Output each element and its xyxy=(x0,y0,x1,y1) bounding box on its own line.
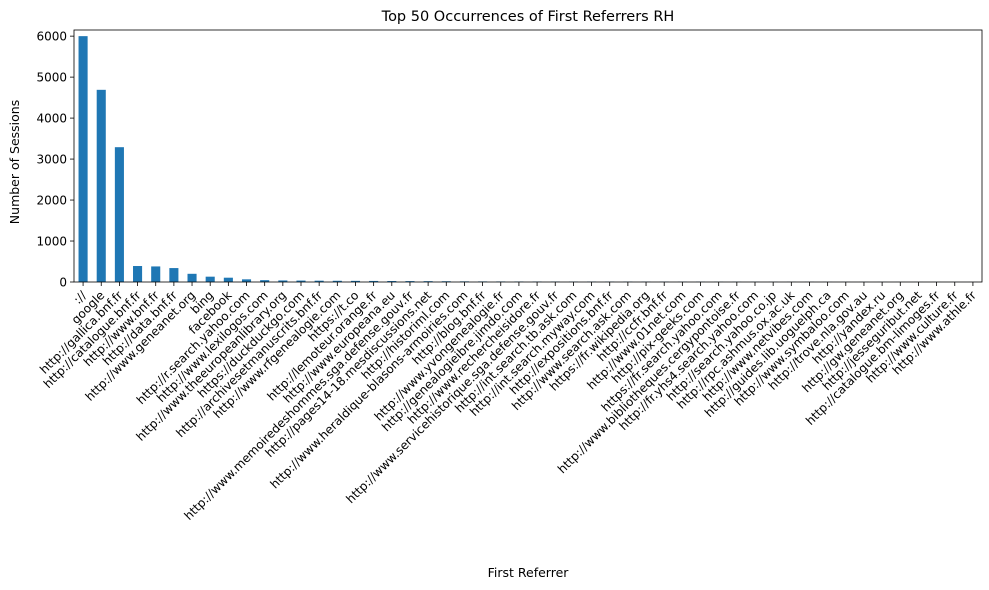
bar-16 xyxy=(369,280,379,282)
bar-2 xyxy=(114,147,124,282)
bar-9 xyxy=(241,279,252,282)
bar-17 xyxy=(387,281,397,282)
x-axis: ://googlehttp://gallica.bnf.frhttp://cat… xyxy=(37,282,979,523)
y-tick-label-6: 6000 xyxy=(36,30,67,44)
bar-8 xyxy=(223,277,233,282)
bar-15 xyxy=(350,280,361,282)
bar-13 xyxy=(314,280,324,282)
bar-19 xyxy=(423,281,433,282)
y-tick-label-0: 0 xyxy=(59,276,67,290)
bars-group xyxy=(78,36,978,282)
bar-4 xyxy=(151,266,161,282)
bar-14 xyxy=(332,280,342,282)
plot-frame xyxy=(73,29,983,283)
y-tick-label-1: 1000 xyxy=(36,235,67,249)
y-axis-label: Number of Sessions xyxy=(7,100,22,224)
y-tick-label-2: 2000 xyxy=(36,194,67,208)
bar-7 xyxy=(205,276,215,282)
bar-18 xyxy=(405,281,415,282)
bar-10 xyxy=(260,280,270,282)
bar-1 xyxy=(96,89,106,282)
bar-0 xyxy=(78,36,88,282)
bar-6 xyxy=(187,273,197,282)
bar-5 xyxy=(169,268,179,282)
bar-12 xyxy=(296,280,306,282)
bar-3 xyxy=(133,266,143,282)
chart-title: Top 50 Occurrences of First Referrers RH xyxy=(381,9,675,25)
x-axis-label: First Referrer xyxy=(488,565,570,580)
y-axis: 0 1000 2000 3000 4000 5000 6000 xyxy=(36,30,74,290)
y-tick-label-4: 4000 xyxy=(36,112,67,126)
y-tick-label-3: 3000 xyxy=(36,153,67,167)
y-tick-label-5: 5000 xyxy=(36,71,67,85)
bar-11 xyxy=(278,280,288,282)
